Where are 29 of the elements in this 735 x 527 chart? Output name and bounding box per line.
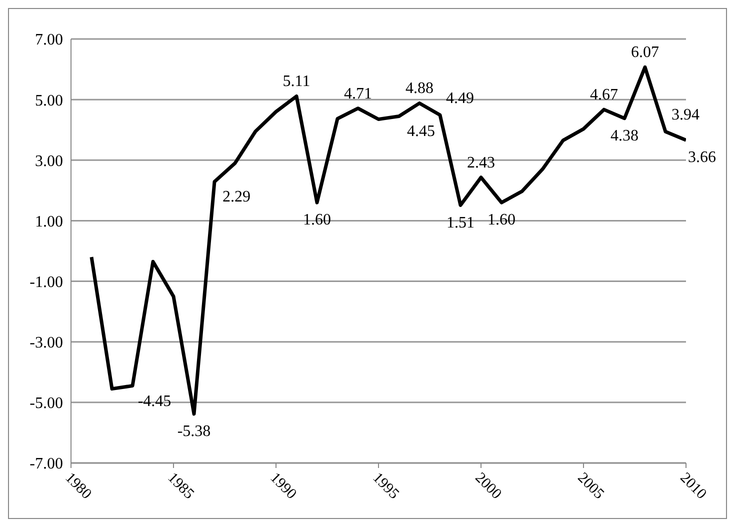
- data-label: 3.94: [672, 106, 700, 124]
- y-tick-label: 7.00: [35, 32, 63, 49]
- data-label: 5.11: [282, 73, 310, 90]
- x-tick-label: 1995: [369, 470, 402, 502]
- data-label: 1.51: [446, 214, 474, 232]
- y-tick-label: -3.00: [30, 334, 63, 352]
- data-label: 1.60: [303, 212, 331, 229]
- y-tick-label: -5.00: [30, 395, 63, 412]
- data-label: 1.60: [488, 212, 516, 229]
- data-label: 4.88: [406, 80, 434, 98]
- data-label: -4.45: [138, 392, 172, 410]
- x-tick-label: 1980: [62, 470, 94, 502]
- y-tick-label: -1.00: [30, 274, 63, 291]
- data-label: 4.67: [590, 86, 618, 104]
- data-label: 6.07: [631, 44, 659, 62]
- data-label: 2.29: [222, 188, 250, 206]
- x-tick-label: 1985: [164, 470, 197, 502]
- y-tick-label: 1.00: [35, 213, 63, 230]
- y-tick-label: -7.00: [30, 456, 63, 473]
- data-label: 3.66: [688, 149, 716, 166]
- data-label: 4.45: [407, 123, 435, 140]
- y-tick-label: 3.00: [35, 152, 63, 170]
- x-tick-label: 1990: [266, 470, 300, 502]
- data-label: -5.38: [177, 422, 211, 440]
- data-label: 4.71: [344, 85, 372, 102]
- data-label: 4.49: [446, 90, 474, 108]
- data-label: 2.43: [467, 154, 495, 172]
- data-label: 4.38: [610, 127, 638, 144]
- y-tick-label: 5.00: [35, 92, 63, 110]
